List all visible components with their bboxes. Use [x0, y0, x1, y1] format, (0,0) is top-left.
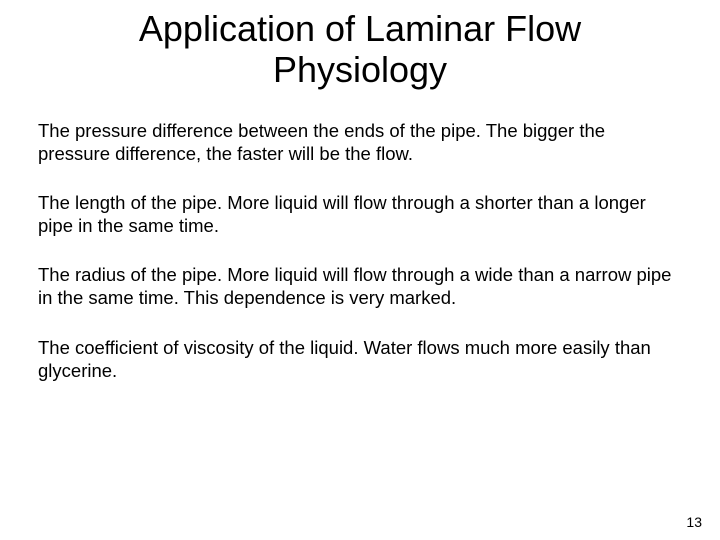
page-number: 13	[686, 514, 702, 530]
slide-body: The pressure difference between the ends…	[38, 119, 682, 382]
title-line-2: Physiology	[273, 49, 447, 90]
slide-title: Application of Laminar Flow Physiology	[40, 0, 680, 91]
slide: Application of Laminar Flow Physiology T…	[0, 0, 720, 540]
paragraph: The radius of the pipe. More liquid will…	[38, 263, 682, 309]
paragraph: The coefficient of viscosity of the liqu…	[38, 336, 682, 382]
paragraph: The length of the pipe. More liquid will…	[38, 191, 682, 237]
title-line-1: Application of Laminar Flow	[139, 8, 581, 49]
paragraph: The pressure difference between the ends…	[38, 119, 682, 165]
